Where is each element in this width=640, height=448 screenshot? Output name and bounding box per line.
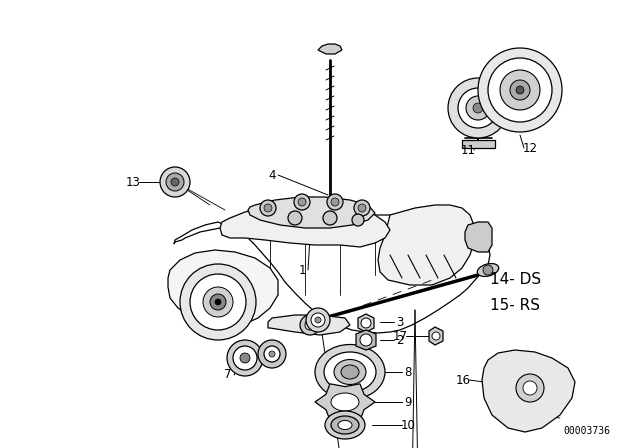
Circle shape: [240, 353, 250, 363]
Polygon shape: [356, 330, 376, 350]
Circle shape: [203, 287, 233, 317]
Ellipse shape: [325, 411, 365, 439]
Ellipse shape: [315, 345, 385, 400]
Circle shape: [523, 381, 537, 395]
Text: 13: 13: [125, 176, 140, 189]
Circle shape: [352, 214, 364, 226]
Polygon shape: [358, 314, 374, 332]
Circle shape: [432, 332, 440, 340]
Circle shape: [516, 86, 524, 94]
Circle shape: [269, 351, 275, 357]
Circle shape: [327, 194, 343, 210]
Text: 17: 17: [392, 329, 408, 343]
Polygon shape: [315, 384, 375, 420]
Text: 4: 4: [268, 168, 276, 181]
Text: 3: 3: [396, 315, 404, 328]
Circle shape: [473, 103, 483, 113]
Circle shape: [483, 265, 493, 275]
Ellipse shape: [341, 365, 359, 379]
Ellipse shape: [324, 352, 376, 392]
Circle shape: [448, 78, 508, 138]
Circle shape: [260, 200, 276, 216]
Text: 11: 11: [461, 143, 476, 156]
Circle shape: [458, 88, 498, 128]
Circle shape: [516, 374, 544, 402]
Ellipse shape: [334, 359, 366, 384]
Polygon shape: [174, 215, 490, 333]
Circle shape: [190, 274, 246, 330]
Circle shape: [215, 299, 221, 305]
Circle shape: [298, 198, 306, 206]
Circle shape: [354, 200, 370, 216]
Text: 10: 10: [401, 418, 415, 431]
Circle shape: [160, 167, 190, 197]
Text: 16: 16: [456, 374, 470, 387]
Text: 1: 1: [298, 263, 306, 276]
Circle shape: [360, 334, 372, 346]
Circle shape: [166, 173, 184, 191]
Circle shape: [510, 80, 530, 100]
Circle shape: [466, 96, 490, 120]
Text: 8: 8: [404, 366, 412, 379]
Circle shape: [478, 48, 562, 132]
Circle shape: [305, 320, 315, 330]
Polygon shape: [220, 205, 390, 247]
Polygon shape: [429, 327, 443, 345]
Circle shape: [500, 70, 540, 110]
Text: 15- RS: 15- RS: [490, 297, 540, 313]
Text: 7: 7: [224, 369, 232, 382]
Circle shape: [315, 317, 321, 323]
Circle shape: [300, 315, 320, 335]
Text: 9: 9: [404, 396, 412, 409]
Circle shape: [323, 211, 337, 225]
Ellipse shape: [338, 421, 352, 430]
Circle shape: [233, 346, 257, 370]
Circle shape: [171, 178, 179, 186]
Circle shape: [264, 346, 280, 362]
Polygon shape: [268, 315, 350, 335]
Circle shape: [227, 340, 263, 376]
Polygon shape: [378, 205, 475, 285]
Circle shape: [180, 264, 256, 340]
Circle shape: [210, 294, 226, 310]
Polygon shape: [482, 350, 575, 432]
Polygon shape: [168, 250, 278, 328]
Text: 12: 12: [522, 142, 538, 155]
Ellipse shape: [331, 416, 359, 434]
Circle shape: [258, 340, 286, 368]
Circle shape: [288, 211, 302, 225]
Polygon shape: [465, 222, 492, 252]
Text: 2: 2: [396, 333, 404, 346]
Text: 00003736: 00003736: [563, 426, 610, 436]
Ellipse shape: [477, 263, 499, 276]
Polygon shape: [462, 140, 495, 148]
Circle shape: [306, 308, 330, 332]
Circle shape: [264, 204, 272, 212]
Circle shape: [488, 58, 552, 122]
Circle shape: [361, 318, 371, 328]
Circle shape: [331, 198, 339, 206]
Text: 14- DS: 14- DS: [490, 272, 541, 288]
Ellipse shape: [331, 393, 359, 411]
Circle shape: [294, 194, 310, 210]
Polygon shape: [318, 44, 342, 54]
Circle shape: [358, 204, 366, 212]
Circle shape: [311, 313, 325, 327]
Polygon shape: [248, 197, 375, 228]
